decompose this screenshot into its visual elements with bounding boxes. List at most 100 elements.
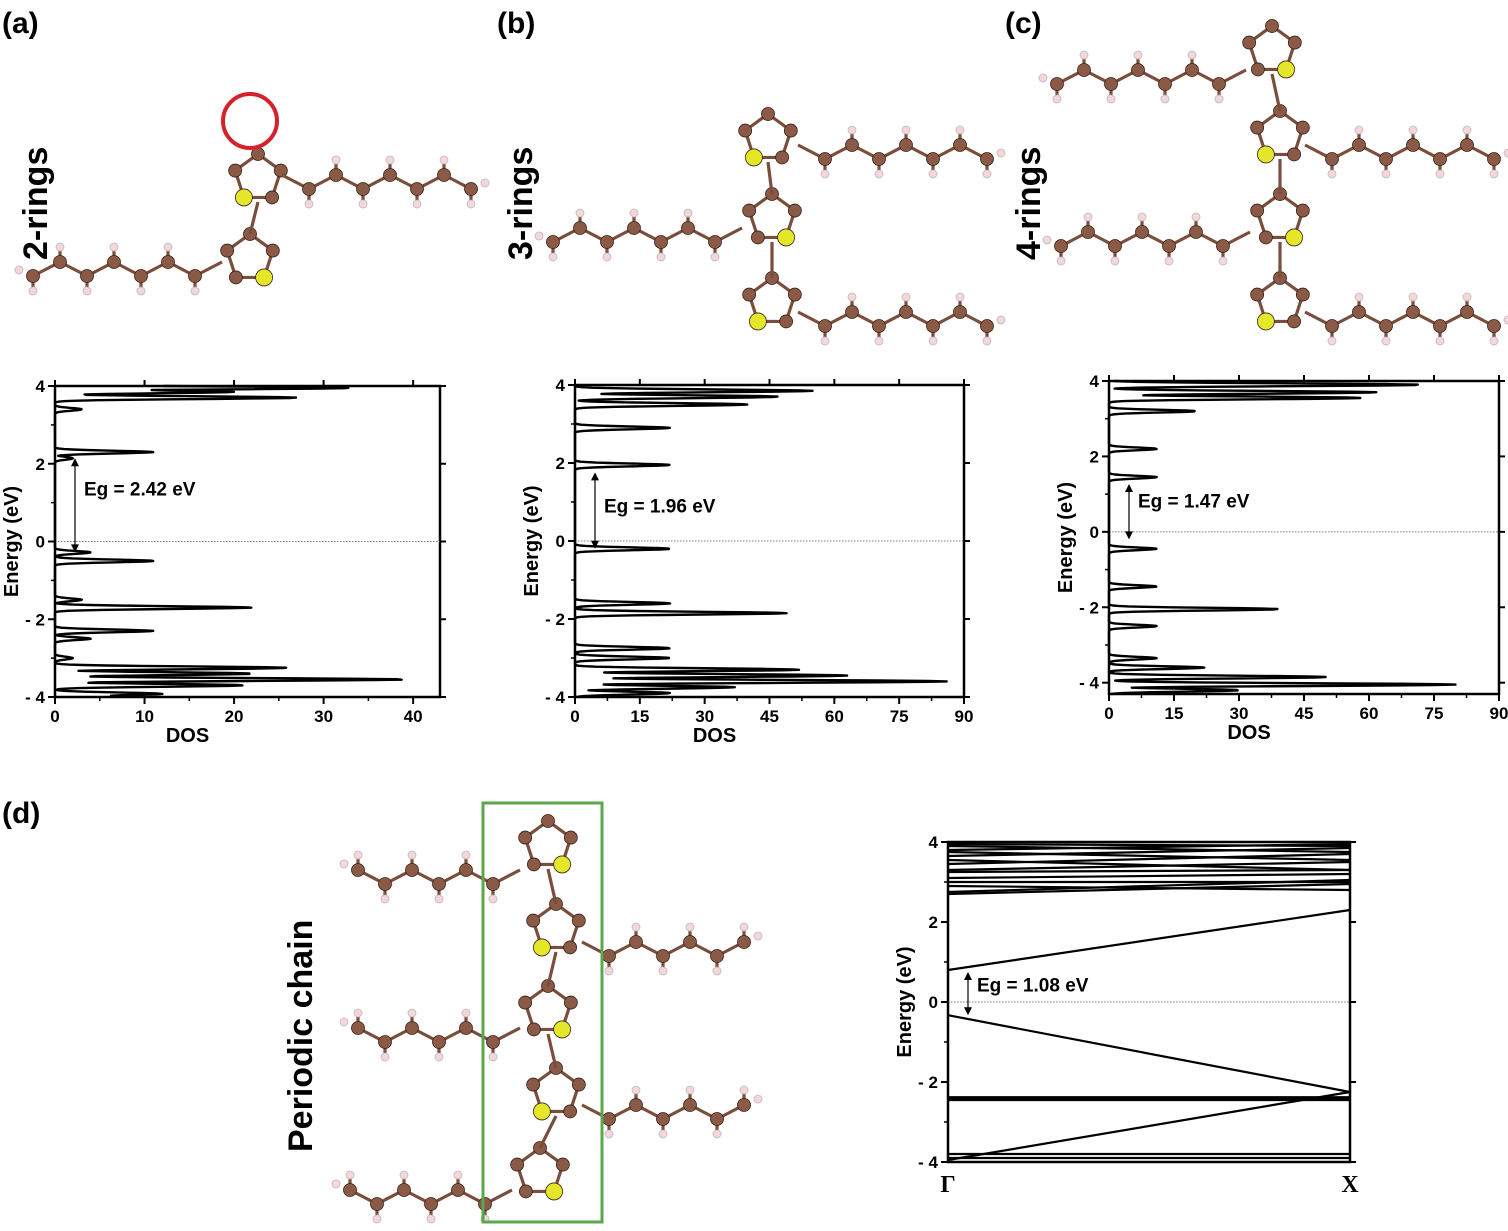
carbon-atom bbox=[742, 287, 757, 302]
x-tick-label: 60 bbox=[1360, 704, 1379, 723]
carbon-atom bbox=[629, 935, 643, 949]
gap-arrow-head-bottom bbox=[71, 544, 79, 553]
carbon-atom bbox=[410, 182, 424, 196]
hydrogen-atom bbox=[412, 199, 422, 209]
carbon-atom bbox=[228, 270, 243, 285]
x-tick-label: 20 bbox=[225, 707, 244, 726]
carbon-atom bbox=[750, 230, 765, 245]
x-axis-label: DOS bbox=[693, 725, 736, 747]
carbon-atom bbox=[783, 123, 798, 138]
carbon-atom bbox=[1487, 319, 1501, 333]
hydrogen-atom bbox=[1503, 315, 1508, 325]
y-tick-label: - 4 bbox=[25, 688, 45, 707]
dos-curve bbox=[573, 384, 948, 699]
carbon-atom bbox=[486, 1035, 500, 1049]
carbon-atom bbox=[710, 1112, 724, 1126]
bond bbox=[766, 161, 774, 195]
hydrogen-atom bbox=[331, 155, 341, 165]
carbon-atom bbox=[1108, 239, 1122, 253]
carbon-atom bbox=[510, 1157, 525, 1172]
carbon-atom bbox=[397, 1183, 411, 1197]
bond bbox=[248, 201, 260, 235]
y-axis-label: Energy (eV) bbox=[1, 486, 23, 597]
carbon-atom bbox=[478, 1197, 492, 1211]
carbon-atom bbox=[1250, 120, 1265, 135]
band-line bbox=[947, 908, 1351, 972]
carbon-atom bbox=[654, 235, 668, 249]
sulfur-atom bbox=[744, 148, 763, 167]
band-gap-label: Eg = 1.08 eV bbox=[977, 976, 1089, 997]
carbon-atom bbox=[1433, 152, 1447, 166]
structure-label-periodic-chain: Periodic chain bbox=[282, 920, 320, 1152]
hydrogen-atom bbox=[353, 1008, 363, 1018]
carbon-atom bbox=[563, 940, 578, 955]
sulfur-atom bbox=[1256, 312, 1275, 331]
sulfur-atom bbox=[553, 855, 572, 874]
hydrogen-atom bbox=[874, 169, 884, 179]
hydrogen-atom bbox=[190, 286, 200, 296]
y-tick-label: - 4 bbox=[1079, 674, 1099, 693]
sulfur-atom bbox=[545, 1182, 564, 1201]
x-tick-label: 90 bbox=[955, 707, 974, 726]
hydrogen-atom bbox=[461, 1008, 471, 1018]
carbon-atom bbox=[228, 163, 243, 178]
carbon-atom bbox=[563, 995, 578, 1010]
carbon-atom bbox=[1406, 305, 1420, 319]
carbon-atom bbox=[845, 138, 859, 152]
carbon-atom bbox=[424, 1197, 438, 1211]
sulfur-atom bbox=[1256, 145, 1275, 164]
carbon-atom bbox=[1295, 120, 1310, 135]
hydrogen-atom bbox=[358, 199, 368, 209]
carbon-atom bbox=[26, 269, 40, 283]
carbon-atom bbox=[405, 1021, 419, 1035]
hydrogen-atom bbox=[488, 894, 498, 904]
carbon-atom bbox=[818, 319, 832, 333]
hydrogen-atom bbox=[1187, 50, 1197, 60]
y-tick-label: 0 bbox=[1090, 523, 1099, 542]
carbon-atom bbox=[1287, 35, 1302, 50]
hydrogen-atom bbox=[1354, 292, 1364, 302]
y-tick-label: 4 bbox=[929, 833, 939, 852]
carbon-atom bbox=[926, 152, 940, 166]
carbon-atom bbox=[710, 949, 724, 963]
carbon-atom bbox=[432, 877, 446, 891]
hydrogen-atom bbox=[1079, 50, 1089, 60]
hydrogen-atom bbox=[55, 242, 65, 252]
hydrogen-atom bbox=[407, 850, 417, 860]
x-axis-label: DOS bbox=[1227, 722, 1270, 744]
hydrogen-atom bbox=[901, 125, 911, 135]
carbon-atom bbox=[1258, 230, 1273, 245]
carbon-atom bbox=[459, 1021, 473, 1035]
y-tick-label: 0 bbox=[929, 993, 938, 1012]
hydrogen-atom bbox=[683, 208, 693, 218]
y-tick-label: 0 bbox=[556, 532, 565, 551]
carbon-atom bbox=[1250, 62, 1265, 77]
carbon-atom bbox=[571, 913, 586, 928]
hydrogen-atom bbox=[602, 252, 612, 262]
carbon-atom bbox=[1287, 314, 1302, 329]
carbon-atom bbox=[563, 830, 578, 845]
carbon-atom bbox=[518, 1184, 533, 1199]
hydrogen-atom bbox=[339, 859, 349, 869]
carbon-atom bbox=[708, 235, 722, 249]
hydrogen-atom bbox=[1462, 292, 1472, 302]
carbon-atom bbox=[1131, 63, 1145, 77]
carbon-atom bbox=[1242, 35, 1257, 50]
structure-label-3-rings: 3-rings bbox=[502, 147, 540, 260]
carbon-atom bbox=[1295, 203, 1310, 218]
unit-cell-box bbox=[481, 801, 604, 1224]
carbon-atom bbox=[383, 168, 397, 182]
gap-arrow-head-bottom bbox=[964, 1007, 972, 1016]
hydrogen-atom bbox=[658, 966, 668, 976]
band-line bbox=[947, 850, 1351, 862]
hydrogen-atom bbox=[28, 286, 38, 296]
carbon-atom bbox=[737, 935, 751, 949]
y-tick-label: - 4 bbox=[545, 688, 565, 707]
hydrogen-atom bbox=[345, 1170, 355, 1180]
sulfur-atom bbox=[553, 1020, 572, 1039]
hydrogen-atom bbox=[1214, 94, 1224, 104]
structure-label-4-rings: 4-rings bbox=[1010, 147, 1048, 260]
x-tick-label: 0 bbox=[50, 707, 59, 726]
dos-chart-4-rings: - 4 - 2 0 2 4 Energy (eV) 0 15 30 45 60 75 90 DOS Eg =… bbox=[1055, 372, 1508, 744]
